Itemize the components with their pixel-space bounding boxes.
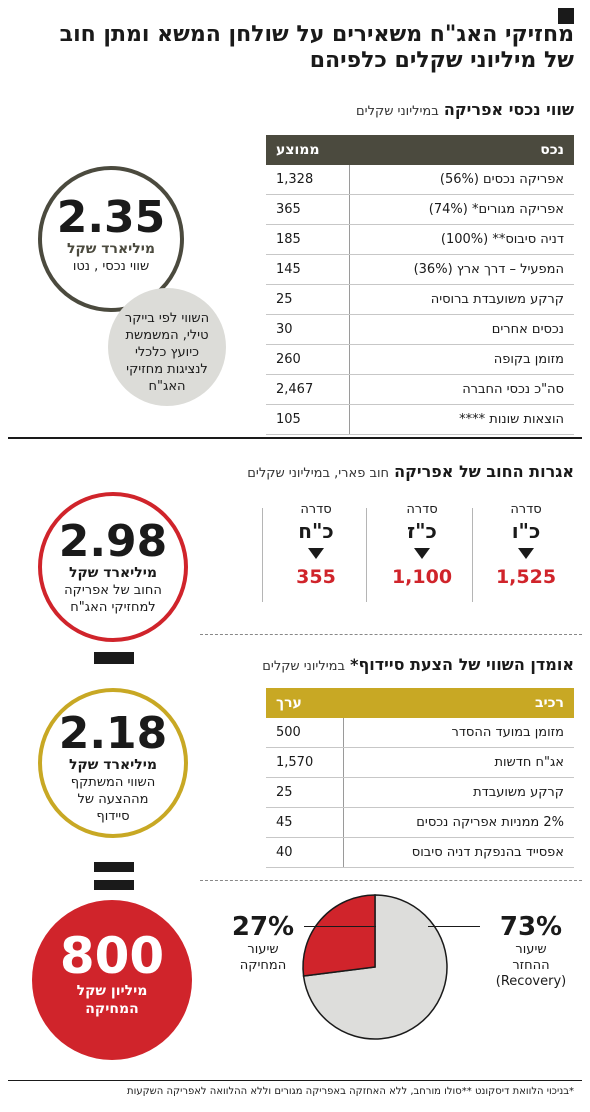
pie-slice-haircut	[302, 894, 376, 977]
table-row: דניה סיבוס** (100%) 185	[266, 224, 574, 255]
table-row: מזומן בקופה 260	[266, 344, 574, 375]
bond-divider	[366, 508, 367, 602]
haircut-pct: 27%	[231, 912, 295, 942]
assets-value-circle: 2.35 מיליארד שקל שווי נכסי , נטו	[38, 166, 184, 312]
debt-value: 2.98	[58, 516, 168, 567]
haircut-pie-label: 27% שיעור המחיקה	[218, 912, 308, 974]
haircut-leader-line	[304, 926, 376, 927]
dashed-divider	[200, 634, 582, 635]
down-arrow-icon	[518, 548, 534, 559]
assets-value: 2.35	[56, 192, 166, 243]
offer-subtitle: במיליוני שקלים	[262, 659, 345, 674]
assets-col-avg: ממוצע	[266, 135, 350, 165]
debt-subtitle: חוב פארי, במיליוני שקלים	[247, 466, 389, 481]
table-row: קרקע משועבדת 25	[266, 777, 574, 808]
offer-value-unit: מיליארד שקל	[69, 757, 157, 773]
table-row: 2% ממניות אפריקה נכסים 45	[266, 807, 574, 838]
footnote-rule	[8, 1080, 582, 1081]
down-arrow-icon	[414, 548, 430, 559]
recovery-leader-line	[428, 926, 480, 927]
table-row: קרקע משועבדת ברוסיה 25	[266, 284, 574, 315]
recovery-pct: 73%	[499, 912, 563, 942]
bond-series-26: סדרה כ"ו 1,525	[495, 502, 557, 588]
table-row: מזומן במועד ההסדר 500	[266, 718, 574, 748]
recovery-pie-chart	[302, 894, 448, 1040]
haircut-label: המחיקה	[85, 1001, 139, 1017]
table-row: אפסייד בהנפקת דניה סיבוס 40	[266, 837, 574, 868]
haircut-circle: 800 מיליון שקל המחיקה	[32, 900, 192, 1060]
headline-line-1: מחזיקי האג"ח משאירים על שולחן המשא ומתן …	[59, 22, 574, 47]
assets-bottom-rule	[8, 437, 582, 439]
corner-mark	[558, 8, 574, 24]
table-row: אפריקה מגורים* (74%) 365	[266, 194, 574, 225]
offer-value-circle: 2.18 מיליארד שקל השווי המשתקף מההצעה של …	[38, 688, 188, 838]
assets-value-unit: מיליארד שקל	[67, 241, 155, 257]
assets-table: נכס ממוצע אפריקה נכסים (56%) 1,328 אפריקה…	[266, 135, 574, 435]
debt-value-unit: מיליארד שקל	[69, 565, 157, 581]
offer-title: אומדן השווי של הצעת סיידוף*	[350, 655, 574, 674]
haircut-value: 800	[59, 927, 165, 985]
table-row: המפעיל – דרך ארץ (36%) 145	[266, 254, 574, 285]
table-row: נכסים אחרים 30	[266, 314, 574, 345]
bond-divider	[262, 508, 263, 602]
assets-subtitle: במיליוני שקלים	[356, 104, 439, 119]
debt-title: אגרות החוב של אפריקה	[394, 462, 574, 481]
table-row: הוצאות שונות **** 105	[266, 404, 574, 435]
assets-section-title: שווי נכסי אפריקה במיליוני שקלים	[356, 100, 574, 119]
equals-sign-top	[94, 862, 134, 872]
assets-title: שווי נכסי אפריקה	[443, 100, 574, 119]
dashed-divider	[200, 880, 582, 881]
recovery-label: 73% שיעור ההחזר (Recovery)	[476, 912, 586, 990]
debt-value-circle: 2.98 מיליארד שקל החוב של אפריקה למחזיקי …	[38, 492, 188, 642]
minus-sign	[94, 652, 134, 664]
headline: מחזיקי האג"ח משאירים על שולחן המשא ומתן …	[14, 22, 574, 74]
assets-value-desc: שווי נכסי , נטו	[72, 259, 150, 274]
offer-section-title: אומדן השווי של הצעת סיידוף* במיליוני שקל…	[262, 655, 574, 674]
offer-value: 2.18	[58, 708, 168, 759]
headline-line-2: של מיליוני שקלים כלפיהם	[309, 48, 574, 73]
equals-sign-bottom	[94, 880, 134, 890]
table-row: סה"כ נכסי החברה 2,467	[266, 374, 574, 405]
table-row: אג"ח חדשות 1,570	[266, 747, 574, 778]
table-row: אפריקה נכסים (56%) 1,328	[266, 165, 574, 195]
assets-col-asset: נכס	[349, 135, 574, 165]
haircut-unit: מיליון שקל	[76, 983, 148, 999]
bond-divider	[472, 508, 473, 602]
bond-series-28: סדרה כ"ח 355	[296, 502, 336, 588]
offer-col-value: ערך	[266, 688, 344, 718]
down-arrow-icon	[308, 548, 324, 559]
offer-col-component: רכיב	[343, 688, 574, 718]
footnote: *בניכוי הלוואת דיסקונט **סולו מורחב, ללא…	[127, 1086, 574, 1097]
baker-tilly-note: השווי לפי בייקר טילי, המשמשת כיועץ כלכלי…	[108, 288, 226, 406]
debt-section-title: אגרות החוב של אפריקה חוב פארי, במיליוני …	[247, 462, 574, 481]
offer-table: רכיב ערך מזומן במועד ההסדר 500 אג"ח חדשות…	[266, 688, 574, 868]
bond-series-27: סדרה כ"ז 1,100	[391, 502, 453, 588]
